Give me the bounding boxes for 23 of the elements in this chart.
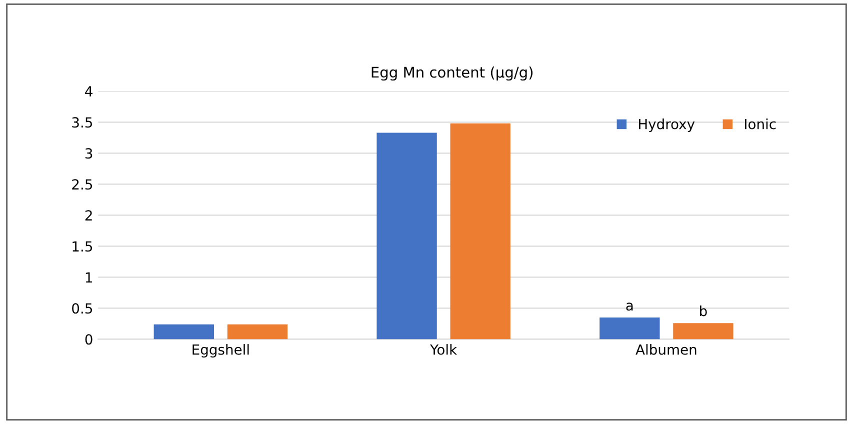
x-tick-label: Albumen	[636, 344, 696, 355]
y-tick-label: 3	[85, 148, 92, 159]
y-tick-label: 0.5	[72, 303, 92, 314]
bar	[600, 317, 660, 340]
y-tick-label: 0	[85, 334, 92, 345]
x-tick-label: Eggshell	[192, 344, 249, 358]
y-tick-label: 1	[86, 272, 92, 282]
legend-label: Ionic	[744, 118, 776, 130]
bar	[154, 324, 214, 340]
x-tick-label: Yolk	[430, 344, 458, 355]
y-tick-label: 1.5	[72, 241, 92, 252]
annotation: b	[700, 305, 707, 316]
legend-label: Hydroxy	[639, 118, 695, 132]
annotation: a	[626, 302, 633, 311]
bar	[450, 123, 510, 340]
bar	[673, 323, 734, 340]
chart-title: Egg Mn content (µg/g)	[372, 66, 533, 81]
y-tick-label: 3.5	[72, 117, 92, 128]
y-tick-label: 2	[85, 210, 92, 220]
bar	[227, 324, 288, 340]
y-tick-label: 2.5	[72, 179, 92, 190]
bar	[376, 132, 437, 340]
y-tick-label: 4	[85, 86, 92, 96]
